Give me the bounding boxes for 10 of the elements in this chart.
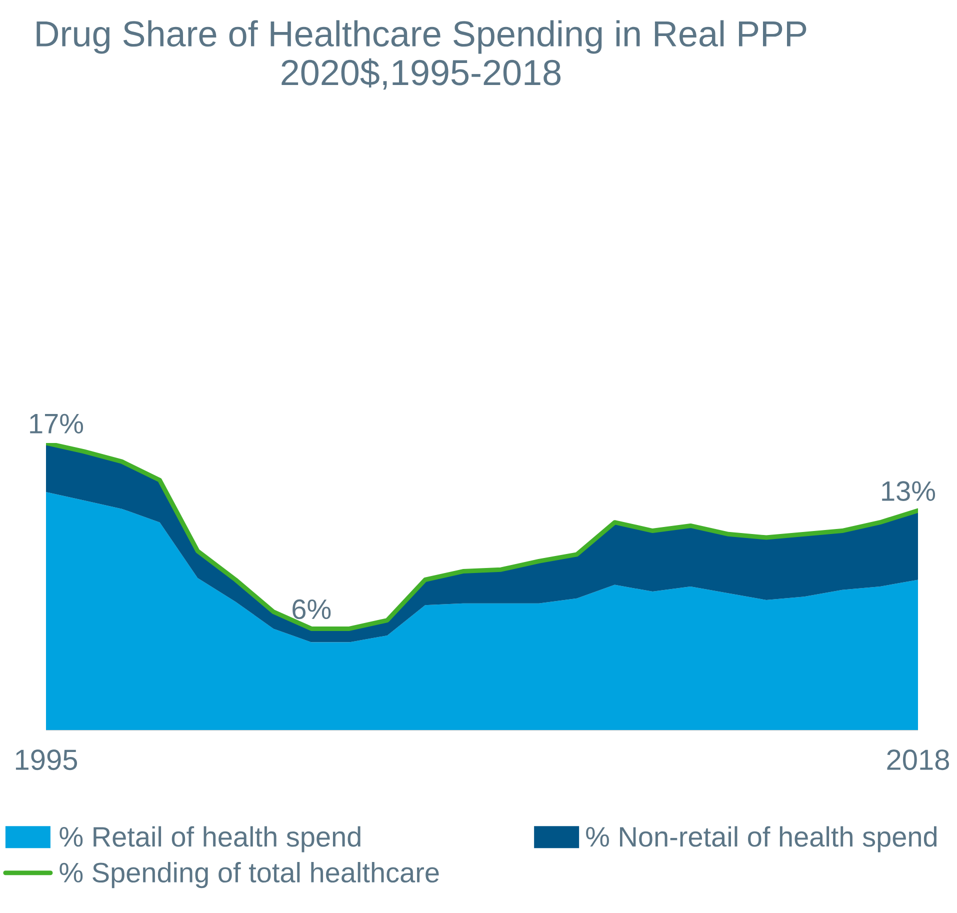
chart-subtitle: 2020$,1995-2018: [282, 58, 561, 90]
x-tick-label: 1995: [16, 750, 78, 770]
legend-label: % Retail of health spend: [60, 826, 360, 852]
legend-label: % Non-retail of health spend: [586, 826, 937, 852]
legend-label: % Spending of total healthcare: [60, 862, 439, 888]
chart-title: Drug Share of Healthcare Spending in Real PPP: [36, 20, 806, 54]
data-label: 6%: [292, 599, 331, 620]
data-label: 13%: [882, 481, 936, 501]
x-tick-label: 2018: [887, 750, 949, 770]
data-label: 17%: [30, 414, 84, 434]
